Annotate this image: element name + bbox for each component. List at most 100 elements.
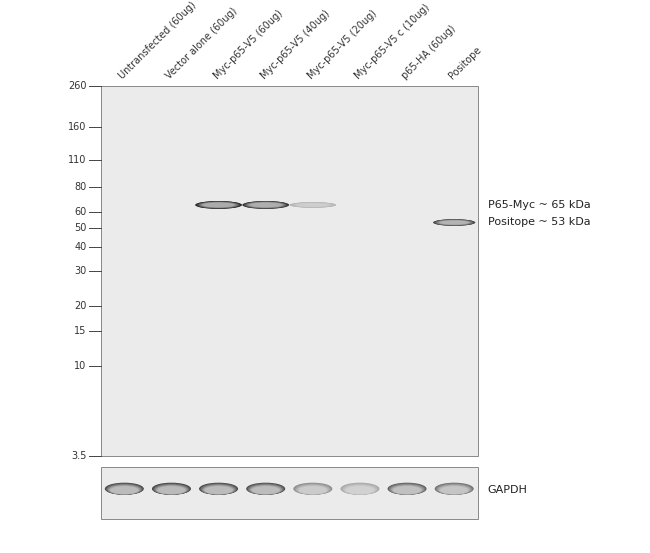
Ellipse shape [202, 202, 235, 207]
Ellipse shape [436, 220, 473, 225]
Ellipse shape [298, 486, 328, 494]
Ellipse shape [290, 202, 335, 207]
Ellipse shape [198, 202, 239, 208]
Text: 3.5: 3.5 [71, 451, 86, 461]
Text: 160: 160 [68, 122, 86, 133]
Ellipse shape [153, 483, 190, 495]
Ellipse shape [388, 483, 426, 495]
Ellipse shape [158, 486, 185, 494]
Ellipse shape [251, 486, 281, 494]
Ellipse shape [157, 486, 187, 494]
Text: 110: 110 [68, 155, 86, 165]
Ellipse shape [341, 483, 379, 495]
Ellipse shape [248, 202, 284, 208]
Ellipse shape [195, 201, 242, 209]
Text: Untransfected (60ug): Untransfected (60ug) [117, 0, 198, 81]
Ellipse shape [439, 486, 469, 494]
Ellipse shape [436, 483, 473, 495]
Ellipse shape [246, 202, 285, 208]
Text: p65-HA (60ug): p65-HA (60ug) [400, 24, 458, 81]
Ellipse shape [296, 203, 330, 207]
Ellipse shape [437, 220, 471, 225]
Ellipse shape [199, 483, 238, 495]
Bar [101, 467, 478, 519]
Text: Myc-p65-V5 (40ug): Myc-p65-V5 (40ug) [259, 8, 332, 81]
Ellipse shape [392, 486, 422, 494]
Ellipse shape [293, 203, 333, 207]
Ellipse shape [205, 486, 232, 494]
Ellipse shape [393, 486, 421, 494]
Ellipse shape [294, 203, 331, 207]
Bar [101, 86, 478, 456]
Ellipse shape [298, 486, 327, 494]
Ellipse shape [243, 201, 289, 208]
Text: GAPDH: GAPDH [488, 485, 527, 495]
Text: Positope ~ 53 kDa: Positope ~ 53 kDa [488, 217, 590, 227]
Ellipse shape [203, 202, 234, 207]
Ellipse shape [200, 202, 237, 208]
Ellipse shape [250, 202, 281, 207]
Ellipse shape [154, 484, 189, 494]
Ellipse shape [341, 483, 380, 495]
Ellipse shape [390, 484, 424, 494]
Ellipse shape [434, 220, 474, 226]
Ellipse shape [157, 486, 186, 494]
Ellipse shape [203, 485, 234, 494]
Ellipse shape [197, 201, 240, 208]
Text: P65-Myc ~ 65 kDa: P65-Myc ~ 65 kDa [488, 200, 590, 210]
Ellipse shape [244, 201, 287, 208]
Text: Vector alone (60ug): Vector alone (60ug) [164, 6, 240, 81]
Ellipse shape [435, 483, 474, 495]
Ellipse shape [250, 202, 281, 207]
Ellipse shape [297, 203, 329, 207]
Text: 80: 80 [74, 182, 86, 192]
Ellipse shape [292, 202, 334, 207]
Ellipse shape [434, 220, 474, 226]
Ellipse shape [439, 220, 469, 225]
Ellipse shape [155, 484, 188, 494]
Ellipse shape [291, 202, 335, 207]
Text: 10: 10 [74, 361, 86, 371]
Ellipse shape [247, 483, 285, 495]
Ellipse shape [439, 220, 470, 225]
Ellipse shape [201, 484, 236, 494]
Ellipse shape [109, 485, 140, 494]
Ellipse shape [389, 484, 424, 494]
Ellipse shape [295, 484, 330, 494]
Ellipse shape [440, 486, 469, 494]
Ellipse shape [387, 483, 426, 495]
Ellipse shape [391, 484, 423, 494]
Ellipse shape [440, 221, 469, 225]
Ellipse shape [200, 483, 237, 495]
Ellipse shape [346, 486, 374, 494]
Ellipse shape [345, 486, 375, 494]
Ellipse shape [250, 485, 281, 494]
Ellipse shape [439, 485, 470, 494]
Text: Myc-p65-V5 (60ug): Myc-p65-V5 (60ug) [211, 8, 284, 81]
Ellipse shape [248, 202, 283, 208]
Ellipse shape [344, 485, 376, 494]
Ellipse shape [391, 485, 423, 494]
Ellipse shape [153, 483, 190, 495]
Ellipse shape [296, 484, 329, 494]
Ellipse shape [199, 202, 239, 208]
Text: 60: 60 [74, 207, 86, 217]
Ellipse shape [249, 484, 283, 494]
Ellipse shape [252, 486, 280, 494]
Text: Myc-p65-V5 (20ug): Myc-p65-V5 (20ug) [306, 8, 378, 81]
Ellipse shape [441, 486, 468, 494]
Ellipse shape [289, 202, 336, 208]
Ellipse shape [200, 483, 237, 495]
Ellipse shape [296, 484, 330, 494]
Text: 15: 15 [74, 326, 86, 336]
Ellipse shape [433, 219, 475, 226]
Ellipse shape [202, 484, 235, 494]
Ellipse shape [196, 201, 241, 208]
Ellipse shape [106, 483, 142, 495]
Ellipse shape [245, 202, 286, 208]
Ellipse shape [343, 484, 377, 494]
Ellipse shape [152, 483, 191, 495]
Ellipse shape [198, 201, 240, 208]
Ellipse shape [437, 484, 471, 494]
Ellipse shape [203, 486, 233, 494]
